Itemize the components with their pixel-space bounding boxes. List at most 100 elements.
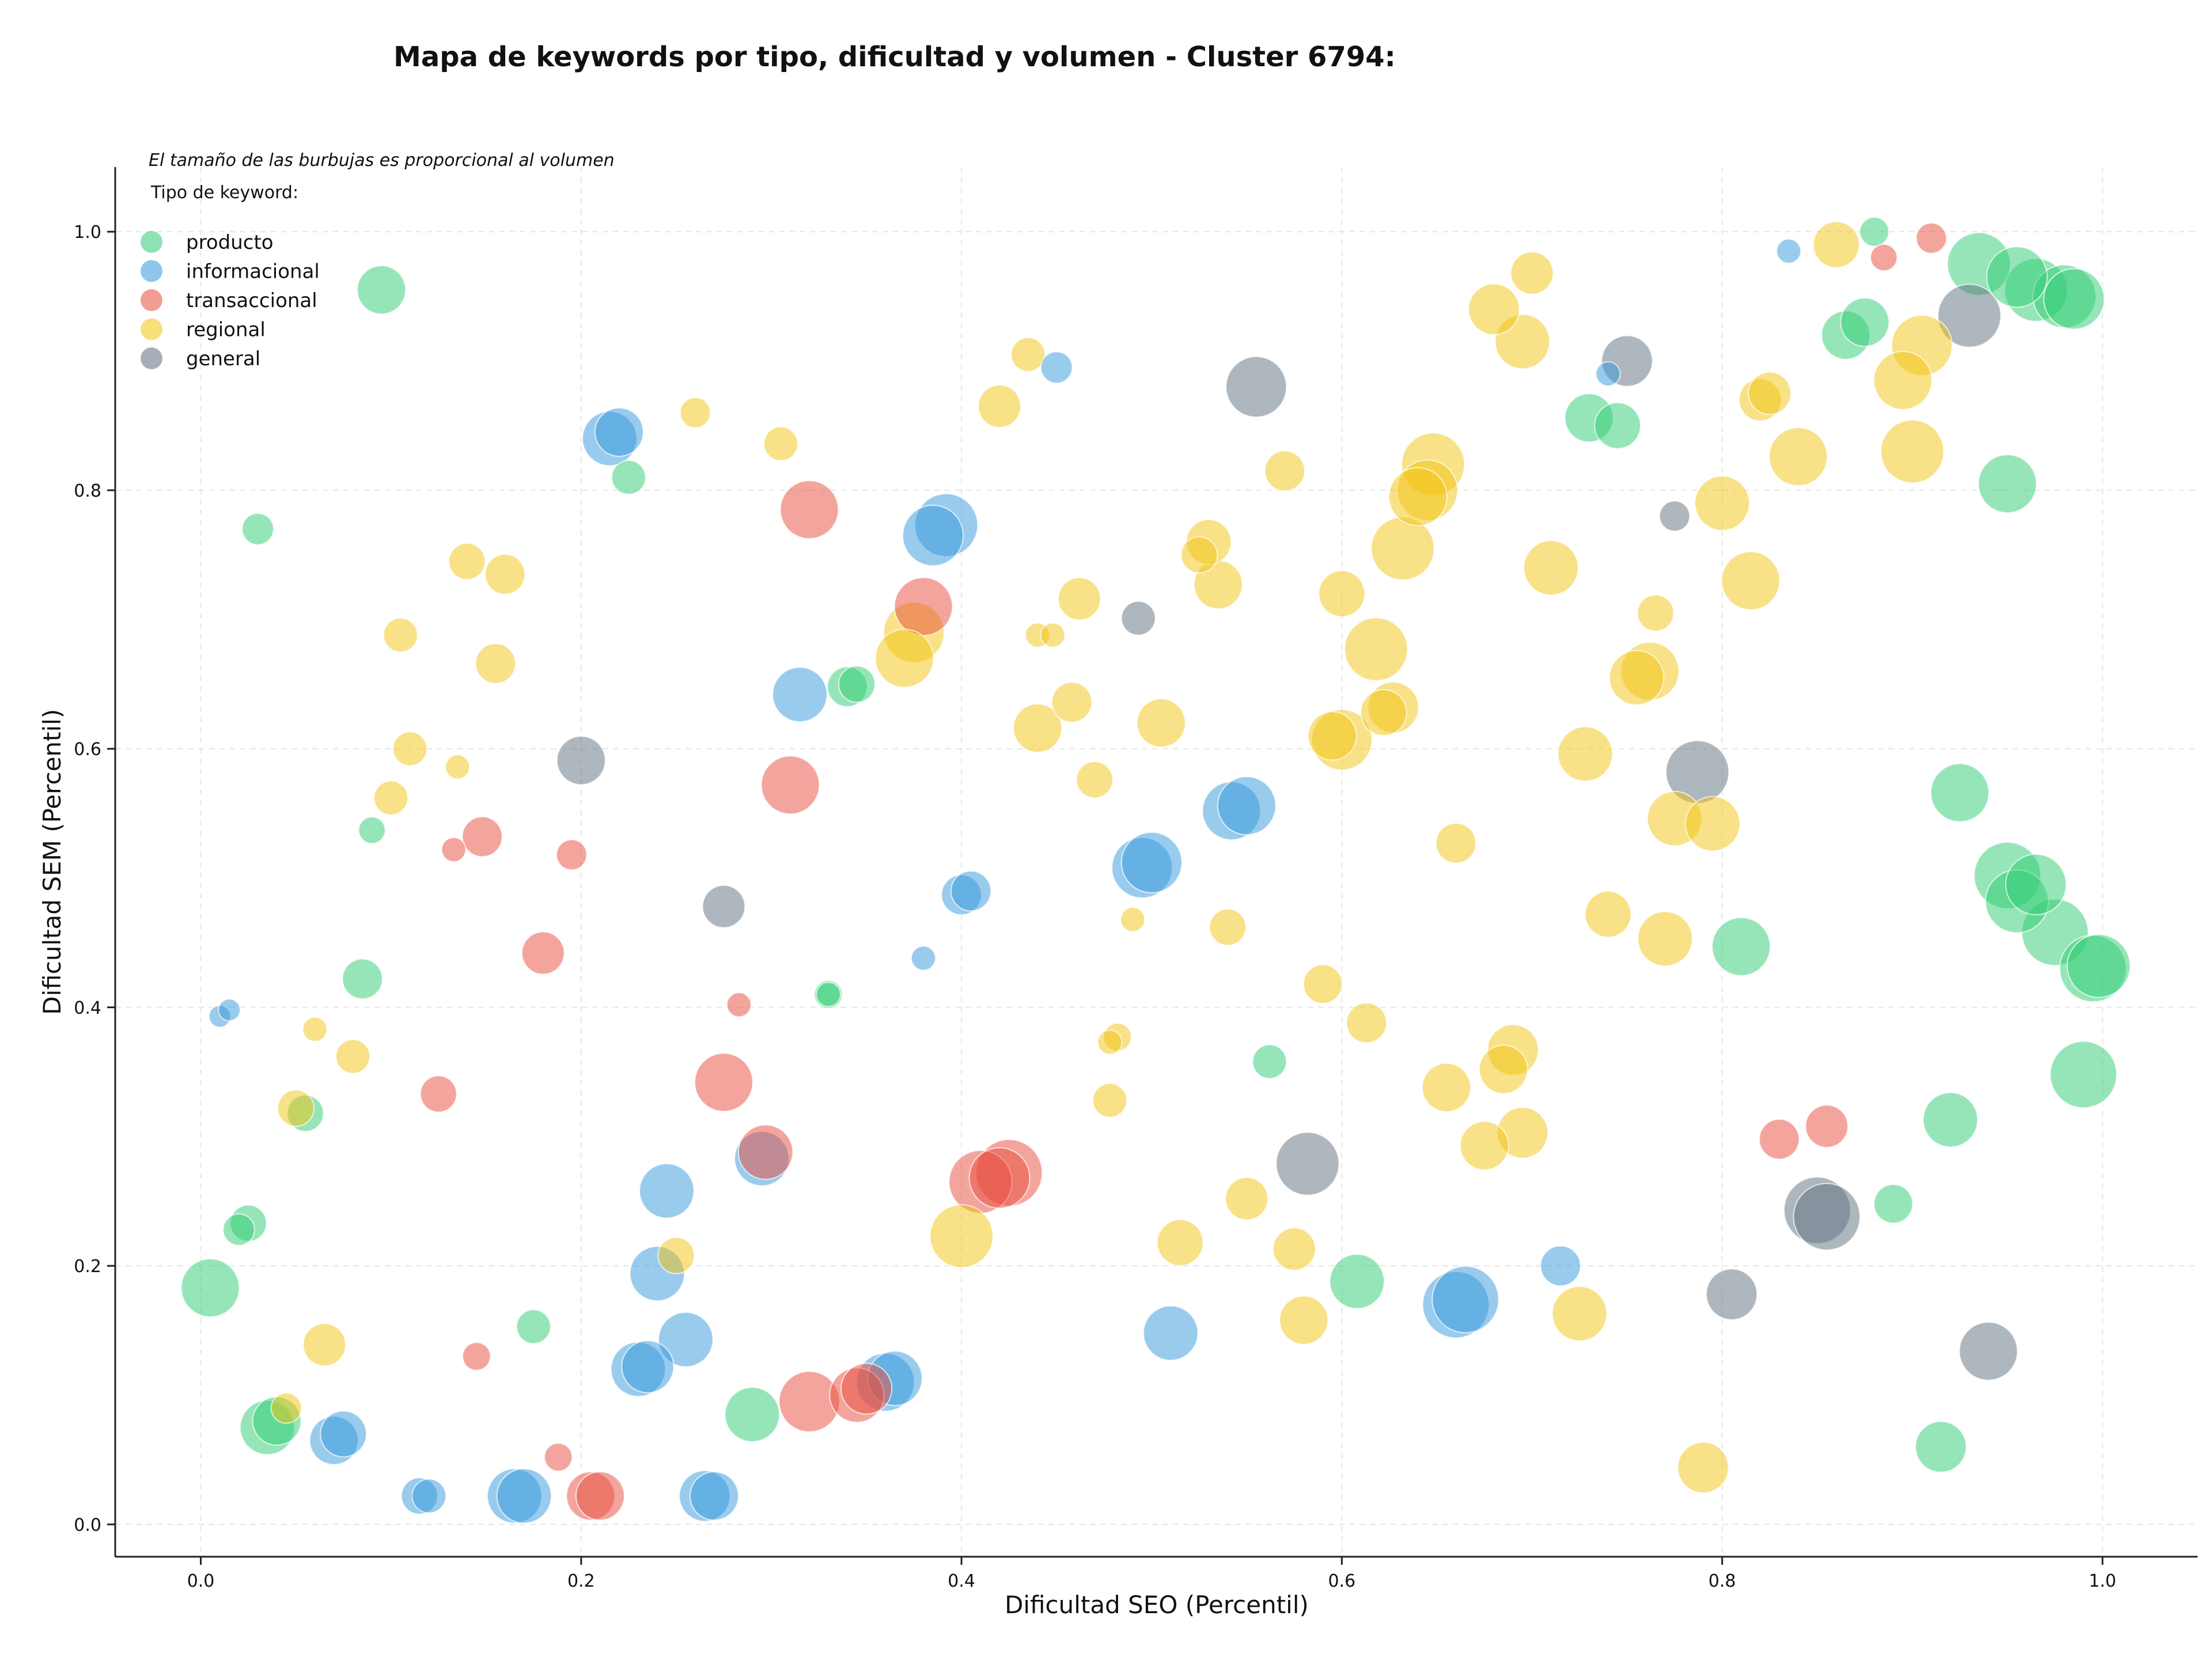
bubble-producto xyxy=(1840,297,1890,347)
bubble-regional xyxy=(1468,283,1520,335)
bubble-informacional xyxy=(1431,1265,1499,1334)
bubble-general xyxy=(1937,283,2002,348)
y-tick-label: 0.8 xyxy=(74,481,101,501)
bubble-producto xyxy=(1930,763,1990,823)
bubble-regional xyxy=(302,1323,346,1367)
ticks: 0.0 0.2 0.4 0.6 0.8 1.0 0.0 0.2 0.4 0.6 0.8 1.0 xyxy=(74,222,2116,1591)
bubble-producto xyxy=(342,958,383,1000)
bubble-transaccional xyxy=(575,1471,625,1521)
bubble-informacional xyxy=(1040,351,1073,384)
bubble-producto xyxy=(358,816,386,845)
x-tick-label: 0.4 xyxy=(948,1571,975,1591)
bubble-producto xyxy=(1594,402,1641,449)
bubble-regional xyxy=(1156,1219,1204,1266)
bubble-regional xyxy=(1302,964,1343,1004)
bubble-general xyxy=(1793,1183,1861,1251)
bubble-producto xyxy=(222,1213,255,1246)
legend-label-transaccional: transaccional xyxy=(186,289,317,312)
x-tick-label: 1.0 xyxy=(2089,1571,2116,1591)
bubble-informacional xyxy=(320,1410,368,1458)
bubble-regional xyxy=(1307,711,1357,761)
bubble-informacional xyxy=(218,998,241,1021)
bubble-informacional xyxy=(1143,1305,1199,1361)
bubble-regional xyxy=(392,731,428,767)
bubble-regional xyxy=(978,384,1021,428)
bubble-producto xyxy=(2043,268,2105,330)
bubble-producto xyxy=(1922,1092,1979,1148)
bubble-informacional xyxy=(772,667,828,722)
bubble-regional xyxy=(1051,682,1093,723)
bubble-informacional xyxy=(689,1471,739,1521)
legend-marker-regional xyxy=(141,318,162,340)
bubble-regional xyxy=(448,542,486,580)
legend-label-informacional: informacional xyxy=(186,260,320,283)
bubble-producto xyxy=(2005,853,2067,915)
bubble-transaccional xyxy=(779,480,839,539)
x-tick-label: 0.6 xyxy=(1328,1571,1356,1591)
x-tick-label: 0.8 xyxy=(1709,1571,1736,1591)
bubble-producto xyxy=(1986,246,2048,308)
bubble-regional xyxy=(1608,650,1665,706)
legend-title: Tipo de keyword: xyxy=(150,183,298,203)
bubble-transaccional xyxy=(760,755,820,815)
legend-marker-informacional xyxy=(141,260,162,282)
bubble-regional xyxy=(1120,906,1146,932)
bubble-regional xyxy=(1584,890,1632,938)
bubble-regional xyxy=(270,1392,302,1424)
bubbles xyxy=(180,216,2131,1524)
bubble-informacional xyxy=(658,1311,714,1368)
bubble-producto xyxy=(724,1386,781,1443)
bubble-transaccional xyxy=(556,839,588,871)
bubble-regional xyxy=(763,426,798,461)
bubble-transaccional xyxy=(694,1053,753,1112)
bubble-transaccional xyxy=(521,931,565,975)
legend: producto informacional transaccional region… xyxy=(141,231,320,370)
bubble-regional xyxy=(1637,594,1675,632)
bubble-transaccional xyxy=(737,1124,794,1180)
bubble-informacional xyxy=(411,1478,447,1514)
bubble-informacional xyxy=(1217,775,1277,835)
bubble-general xyxy=(556,735,606,785)
bubble-regional xyxy=(1180,536,1218,574)
bubble-transaccional xyxy=(1915,222,1948,254)
bubble-regional xyxy=(1013,703,1063,753)
bubble-regional xyxy=(1075,761,1113,799)
chart-title: Mapa de keywords por tipo, dificultad y … xyxy=(393,41,1396,73)
bubble-transaccional xyxy=(1870,243,1898,272)
bubble-informacional xyxy=(621,1340,675,1394)
bubble-producto xyxy=(1873,1183,1914,1224)
bubble-informacional xyxy=(1595,361,1621,387)
bubble-producto xyxy=(2050,1041,2118,1108)
bubble-general xyxy=(1706,1268,1758,1321)
y-axis-label: Dificultad SEM (Percentil) xyxy=(38,709,66,1015)
bubble-regional xyxy=(1136,698,1186,748)
bubble-regional xyxy=(373,780,409,816)
bubble-regional xyxy=(1040,622,1066,648)
bubble-regional xyxy=(1279,1295,1329,1345)
bubble-regional xyxy=(1677,1441,1729,1494)
bubble-general xyxy=(1959,1321,2018,1381)
bubble-regional xyxy=(1684,796,1741,852)
bubble-regional xyxy=(1479,1045,1528,1095)
bubble-regional xyxy=(1748,371,1791,415)
bubble-regional xyxy=(1360,688,1407,736)
bubble-regional xyxy=(874,629,934,688)
bubble-producto xyxy=(516,1309,551,1345)
bubble-informacional xyxy=(594,407,644,457)
bubble-producto xyxy=(1915,1421,1967,1473)
x-axis-label: Dificultad SEO (Percentil) xyxy=(1005,1591,1309,1619)
bubble-producto xyxy=(1978,454,2037,514)
bubble-transaccional xyxy=(461,816,503,857)
bubble-regional xyxy=(1346,1002,1387,1043)
bubble-producto xyxy=(2066,934,2131,998)
bubble-regional xyxy=(1264,450,1305,491)
bubble-producto xyxy=(1711,917,1771,977)
bubble-transaccional xyxy=(893,577,953,637)
bubble-regional xyxy=(1721,551,1781,611)
y-tick-label: 0.4 xyxy=(74,998,101,1018)
bubble-informacional xyxy=(496,1468,552,1524)
bubble-regional xyxy=(277,1089,315,1127)
bubble-general xyxy=(702,884,746,929)
bubble-transaccional xyxy=(726,992,752,1017)
